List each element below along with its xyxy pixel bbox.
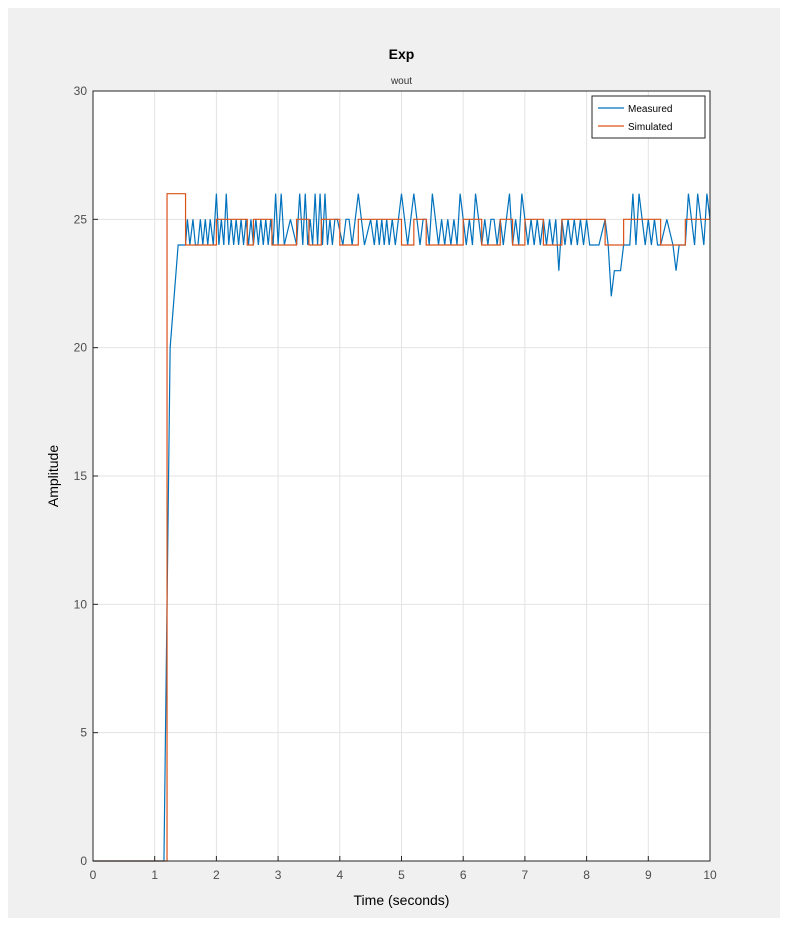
y-tick-label: 20 <box>74 341 88 355</box>
x-tick-label: 4 <box>336 868 343 882</box>
ticks: 0 1 2 3 4 5 6 7 8 9 10 0 5 10 15 20 25 30 <box>74 84 717 882</box>
x-tick-label: 8 <box>583 868 590 882</box>
series-group <box>93 193 711 862</box>
figure-window: 0 1 2 3 4 5 6 7 8 9 10 0 5 10 15 20 25 30 Exp wout Time (… <box>8 8 780 918</box>
x-axis-label: Time (seconds) <box>354 892 450 908</box>
y-axis-label: Amplitude <box>45 445 61 507</box>
legend[interactable]: Measured Simulated <box>591 95 706 139</box>
x-tick-label: 10 <box>703 868 717 882</box>
series-line-simulated <box>93 193 710 862</box>
x-tick-label: 0 <box>90 868 97 882</box>
y-tick-label: 15 <box>74 469 88 483</box>
x-tick-label: 3 <box>275 868 282 882</box>
y-tick-label: 0 <box>80 854 87 868</box>
x-tick-label: 2 <box>213 868 220 882</box>
x-tick-label: 7 <box>522 868 529 882</box>
legend-label-measured: Measured <box>628 104 672 115</box>
chart-title: Exp <box>389 46 415 62</box>
x-tick-label: 5 <box>398 868 405 882</box>
y-tick-label: 30 <box>74 84 88 98</box>
y-tick-label: 10 <box>74 597 88 611</box>
chart-subtitle: wout <box>390 76 412 87</box>
x-tick-label: 1 <box>151 868 158 882</box>
legend-box <box>591 95 706 139</box>
y-tick-label: 5 <box>80 726 87 740</box>
legend-label-simulated: Simulated <box>628 122 672 133</box>
y-tick-label: 25 <box>74 212 88 226</box>
x-tick-label: 9 <box>645 868 652 882</box>
chart-svg: 0 1 2 3 4 5 6 7 8 9 10 0 5 10 15 20 25 30 Exp wout Time (… <box>45 46 717 908</box>
series-line-measured <box>93 193 711 862</box>
x-tick-label: 6 <box>460 868 467 882</box>
